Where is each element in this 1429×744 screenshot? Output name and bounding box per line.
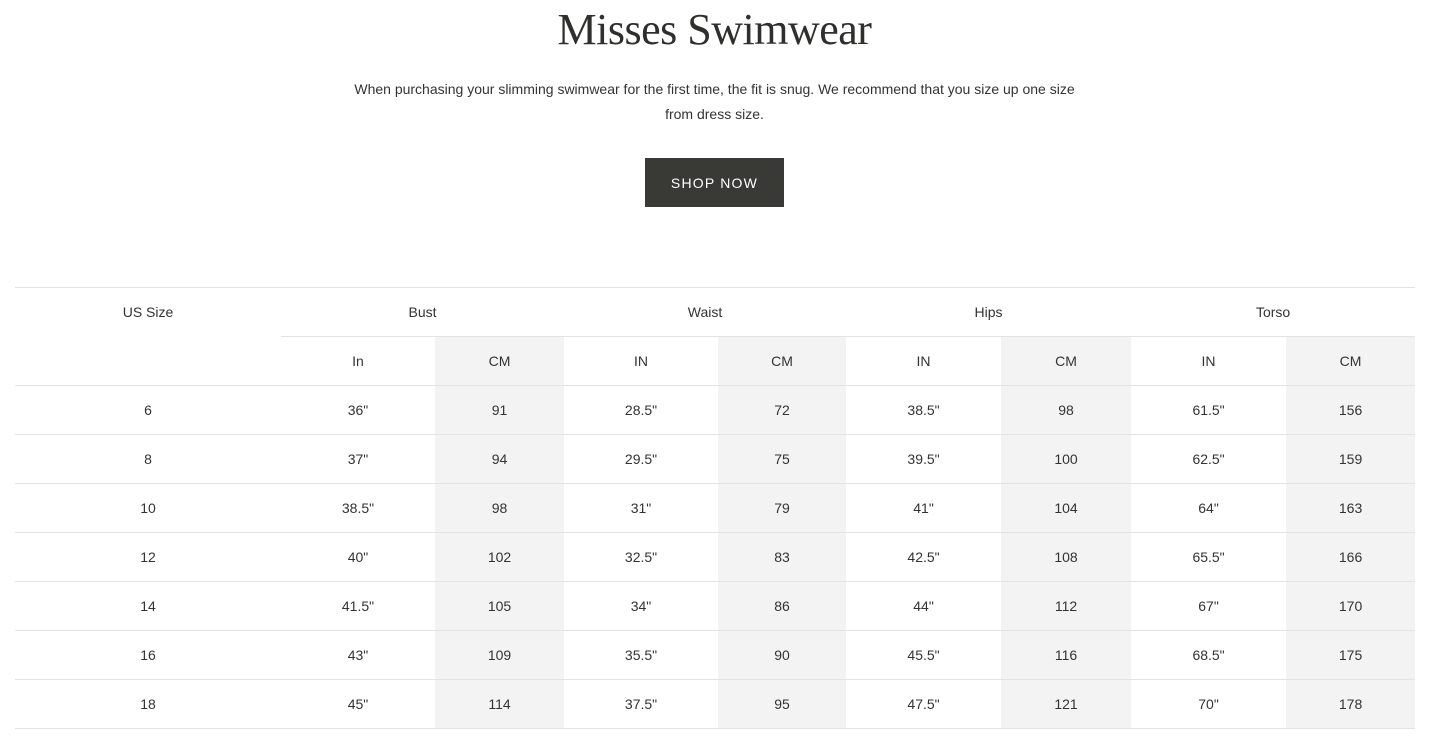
measurement-cell: 98	[435, 483, 565, 533]
measurement-cell: 31"	[564, 483, 719, 533]
measurement-cell: 108	[1001, 532, 1132, 582]
measurement-cell: 79	[718, 483, 847, 533]
header-torso: Torso	[1131, 287, 1416, 337]
measurement-cell: 65.5"	[1131, 532, 1287, 582]
measurement-cell: 38.5"	[281, 483, 435, 533]
measurement-cell: 75	[718, 434, 847, 484]
measurement-cell: 166	[1286, 532, 1416, 582]
measurement-cell: 68.5"	[1131, 630, 1287, 680]
table-row: 12 40" 102 32.5" 83 42.5" 108 65.5" 166	[15, 532, 1416, 582]
measurement-cell: 28.5"	[564, 385, 719, 435]
measurement-cell: 116	[1001, 630, 1132, 680]
header-us-size: US Size	[15, 287, 281, 337]
subheader-empty	[15, 337, 281, 386]
measurement-cell: 41.5"	[281, 581, 435, 631]
measurement-cell: 64"	[1131, 483, 1287, 533]
size-cell: 16	[15, 630, 281, 680]
measurement-cell: 45.5"	[846, 630, 1002, 680]
subheader-row: In CM IN CM IN CM IN CM	[15, 336, 1416, 386]
table-row: 14 41.5" 105 34" 86 44" 112 67" 170	[15, 581, 1416, 631]
measurement-cell: 83	[718, 532, 847, 582]
table-row: 16 43" 109 35.5" 90 45.5" 116 68.5" 175	[15, 630, 1416, 680]
size-cell: 12	[15, 532, 281, 582]
measurement-cell: 104	[1001, 483, 1132, 533]
size-cell: 10	[15, 483, 281, 533]
size-cell: 14	[15, 581, 281, 631]
measurement-cell: 109	[435, 630, 565, 680]
measurement-cell: 100	[1001, 434, 1132, 484]
measurement-cell: 41"	[846, 483, 1002, 533]
size-cell: 6	[15, 385, 281, 435]
subheader-unit: IN	[564, 336, 719, 386]
measurement-cell: 102	[435, 532, 565, 582]
measurement-cell: 61.5"	[1131, 385, 1287, 435]
measurement-cell: 105	[435, 581, 565, 631]
measurement-cell: 72	[718, 385, 847, 435]
measurement-cell: 36"	[281, 385, 435, 435]
subheader-unit: In	[281, 336, 435, 386]
subheader-unit: CM	[718, 336, 847, 386]
shop-now-button[interactable]: SHOP NOW	[645, 158, 784, 207]
measurement-cell: 91	[435, 385, 565, 435]
measurement-cell: 70"	[1131, 679, 1287, 729]
subheader-unit: CM	[435, 336, 565, 386]
header-waist: Waist	[564, 287, 847, 337]
measurement-cell: 156	[1286, 385, 1416, 435]
page-title: Misses Swimwear	[557, 5, 872, 54]
measurement-cell: 178	[1286, 679, 1416, 729]
measurement-cell: 170	[1286, 581, 1416, 631]
measurement-cell: 40"	[281, 532, 435, 582]
subheader-unit: IN	[846, 336, 1002, 386]
measurement-cell: 98	[1001, 385, 1132, 435]
measurement-cell: 114	[435, 679, 565, 729]
measurement-cell: 62.5"	[1131, 434, 1287, 484]
measurement-cell: 34"	[564, 581, 719, 631]
measurement-cell: 175	[1286, 630, 1416, 680]
measurement-cell: 121	[1001, 679, 1132, 729]
measurement-cell: 38.5"	[846, 385, 1002, 435]
measurement-cell: 112	[1001, 581, 1132, 631]
size-chart-table: US Size Bust Waist Hips Torso In CM IN CM IN CM IN C…	[15, 287, 1416, 729]
subheader-unit: IN	[1131, 336, 1287, 386]
measurement-cell: 37.5"	[564, 679, 719, 729]
header-hips: Hips	[846, 287, 1132, 337]
measurement-cell: 47.5"	[846, 679, 1002, 729]
header-bust: Bust	[281, 287, 565, 337]
measurement-cell: 90	[718, 630, 847, 680]
measurement-cell: 32.5"	[564, 532, 719, 582]
measurement-cell: 37"	[281, 434, 435, 484]
measurement-cell: 44"	[846, 581, 1002, 631]
measurement-cell: 94	[435, 434, 565, 484]
measurement-cell: 163	[1286, 483, 1416, 533]
measurement-cell: 159	[1286, 434, 1416, 484]
size-cell: 8	[15, 434, 281, 484]
header-row: US Size Bust Waist Hips Torso	[15, 287, 1416, 337]
description: When purchasing your slimming swimwear f…	[354, 81, 1075, 122]
table-row: 18 45" 114 37.5" 95 47.5" 121 70" 178	[15, 679, 1416, 729]
table-row: 8 37" 94 29.5" 75 39.5" 100 62.5" 159	[15, 434, 1416, 484]
size-cell: 18	[15, 679, 281, 729]
measurement-cell: 39.5"	[846, 434, 1002, 484]
measurement-cell: 45"	[281, 679, 435, 729]
measurement-cell: 86	[718, 581, 847, 631]
measurement-cell: 29.5"	[564, 434, 719, 484]
subheader-unit: CM	[1001, 336, 1132, 386]
table-row: 6 36" 91 28.5" 72 38.5" 98 61.5" 156	[15, 385, 1416, 435]
measurement-cell: 42.5"	[846, 532, 1002, 582]
measurement-cell: 35.5"	[564, 630, 719, 680]
table-row: 10 38.5" 98 31" 79 41" 104 64" 163	[15, 483, 1416, 533]
measurement-cell: 67"	[1131, 581, 1287, 631]
measurement-cell: 95	[718, 679, 847, 729]
measurement-cell: 43"	[281, 630, 435, 680]
subheader-unit: CM	[1286, 336, 1416, 386]
